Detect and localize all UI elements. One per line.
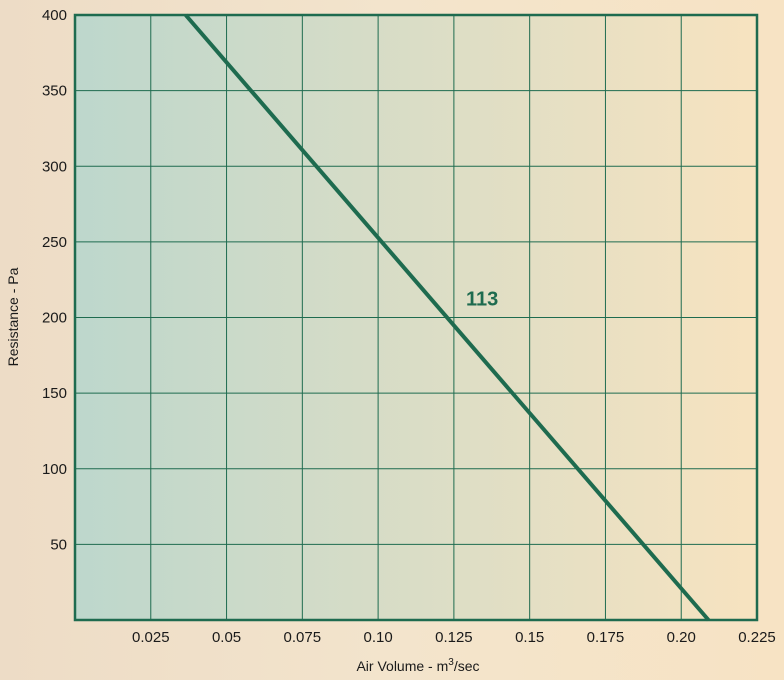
grid-lines [75,15,757,620]
y-tick-label: 100 [42,461,67,478]
x-tick-label: 0.05 [212,629,241,646]
y-axis-title: Resistance - Pa [5,267,21,366]
y-axis-ticks: 50 100 150 200 250 300 350 400 [42,7,67,553]
x-tick-label: 0.125 [435,629,473,646]
x-tick-label: 0.025 [132,629,170,646]
y-tick-label: 300 [42,158,67,175]
x-axis-title-suffix: /sec [454,658,480,674]
series-line [184,13,711,622]
x-axis-title: Air Volume - m3/sec [356,657,479,674]
annotation-layer: 113 [466,288,498,310]
y-tick-label: 200 [42,310,67,327]
y-tick-label: 350 [42,83,67,100]
x-axis-ticks: 0.025 0.05 0.075 0.10 0.125 0.15 0.175 0.20 0.22… [132,629,776,646]
y-tick-label: 250 [42,234,67,251]
x-tick-label: 0.15 [515,629,544,646]
y-tick-label: 400 [42,7,67,24]
y-tick-label: 150 [42,385,67,402]
series-label: 113 [466,288,498,310]
x-tick-label: 0.10 [364,629,393,646]
series-layer [184,13,711,622]
y-tick-label: 50 [50,536,67,553]
x-axis-title-superscript: 3 [448,657,454,668]
x-tick-label: 0.20 [667,629,696,646]
x-tick-label: 0.175 [587,629,625,646]
x-axis-title-text: Air Volume - m [356,658,448,674]
plot-frame [73,13,759,622]
x-tick-label: 0.225 [738,629,776,646]
x-tick-label: 0.075 [284,629,322,646]
